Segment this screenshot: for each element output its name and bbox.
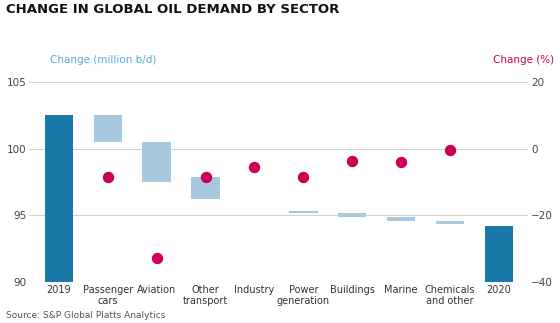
Point [446, 147, 455, 152]
Text: Source: S&P Global Platts Analytics: Source: S&P Global Platts Analytics [6, 311, 165, 320]
Bar [142, 142, 171, 182]
Bar [338, 213, 366, 217]
Bar [387, 217, 416, 221]
Bar [192, 177, 220, 199]
Bar [45, 115, 73, 282]
Text: Change (million b/d): Change (million b/d) [50, 55, 157, 65]
Point [152, 255, 161, 261]
Point [299, 174, 308, 179]
Text: CHANGE IN GLOBAL OIL DEMAND BY SECTOR: CHANGE IN GLOBAL OIL DEMAND BY SECTOR [6, 3, 339, 16]
Point [396, 160, 405, 165]
Point [103, 174, 112, 179]
Point [250, 165, 259, 170]
Point [201, 174, 210, 179]
Text: Change (%): Change (%) [493, 55, 554, 65]
Bar [94, 115, 122, 142]
Bar [289, 211, 318, 213]
Bar [485, 226, 513, 282]
Point [348, 158, 357, 163]
Bar [436, 221, 464, 224]
